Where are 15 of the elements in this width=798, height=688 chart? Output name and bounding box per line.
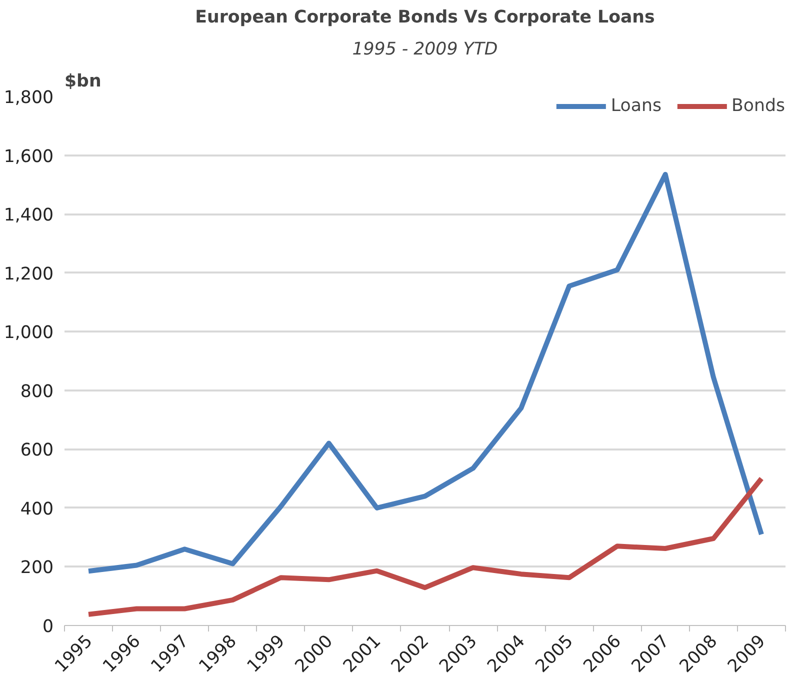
y-tick-label: 200 xyxy=(20,558,54,578)
legend-label: Bonds xyxy=(732,96,785,116)
y-tick-label: 1,800 xyxy=(4,88,54,108)
y-tick-label: 1,200 xyxy=(4,264,54,284)
chart-subtitle: 1995 - 2009 YTD xyxy=(352,40,498,60)
y-tick-label: 1,600 xyxy=(4,146,54,167)
y-tick-label: 1,000 xyxy=(4,323,54,344)
y-axis-title: $bn xyxy=(64,72,102,92)
chart-title: European Corporate Bonds Vs Corporate Loans xyxy=(195,8,655,28)
legend-label: Loans xyxy=(610,96,662,116)
y-tick-label: 800 xyxy=(20,382,54,402)
y-tick-label: 600 xyxy=(20,440,54,461)
y-tick-label: 1,400 xyxy=(4,206,54,226)
y-tick-label: 0 xyxy=(42,617,54,637)
y-tick-label: 400 xyxy=(20,499,54,520)
